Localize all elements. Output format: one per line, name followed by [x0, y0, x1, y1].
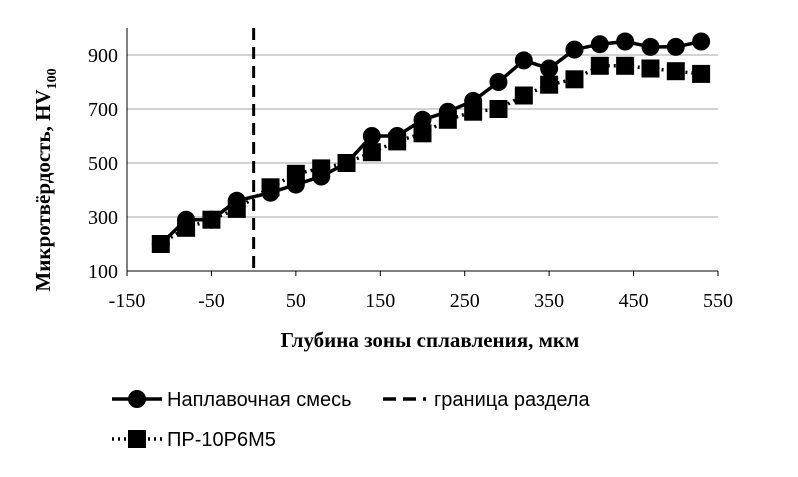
data-point-series-1 [692, 32, 711, 51]
legend-label-boundary: граница раздела [434, 389, 590, 411]
y-tick-label: 900 [88, 45, 118, 67]
legend-label-series-2: ПР-10Р6М5 [167, 429, 276, 451]
data-point-series-2 [514, 86, 533, 105]
y-tick-label: 700 [88, 99, 118, 121]
data-point-series-1 [261, 183, 280, 202]
x-tick-label: -150 [109, 290, 146, 312]
data-point-series-2 [641, 59, 660, 78]
gridlines [127, 54, 718, 218]
data-point-series-1 [151, 235, 170, 253]
data-point-series-1 [666, 37, 685, 56]
data-point-series-1 [388, 127, 407, 145]
legend-item-boundary: граница раздела [383, 389, 590, 411]
data-point-series-1 [286, 175, 305, 194]
x-tick-label: 350 [534, 290, 564, 312]
y-axis-title-main: Микротвёрдость, HV [31, 89, 55, 291]
x-axis-title: Глубина зоны сплавления, мкм [281, 328, 580, 352]
data-point-series-2 [666, 62, 685, 81]
x-tick-label: -50 [198, 290, 225, 312]
x-tick-label: 50 [286, 290, 306, 312]
data-point-series-2 [692, 64, 711, 83]
axes [126, 28, 719, 276]
data-point-series-2 [565, 70, 584, 89]
data-point-series-2 [540, 75, 559, 94]
data-point-series-1 [337, 154, 356, 172]
series-line-2 [159, 64, 702, 246]
legend-marker-circle [128, 390, 146, 408]
data-point-series-1 [514, 51, 533, 70]
data-point-series-1 [641, 37, 660, 56]
series-layer [151, 32, 711, 253]
data-point-series-1 [565, 40, 584, 59]
legend-marker-square [128, 430, 146, 448]
data-point-series-1 [438, 102, 457, 121]
y-tick-label: 500 [88, 153, 118, 175]
data-point-series-1 [616, 32, 635, 51]
data-point-series-2 [362, 143, 381, 162]
data-point-series-1 [464, 91, 483, 110]
x-tick-label: 550 [703, 290, 733, 312]
y-axis-title-sub: 100 [45, 68, 60, 89]
data-point-series-1 [312, 167, 331, 186]
data-point-series-1 [177, 210, 196, 229]
data-point-series-1 [489, 73, 508, 91]
x-tick-label: 150 [365, 290, 395, 312]
data-point-series-1 [540, 59, 559, 78]
data-point-series-1 [362, 127, 381, 145]
data-point-series-1 [413, 110, 432, 129]
data-point-series-2 [590, 56, 609, 75]
y-axis-title: Микротвёрдость, HV100 [31, 68, 60, 291]
data-point-series-1 [202, 210, 221, 229]
y-axis-title-group: Микротвёрдость, HV100 [31, 68, 60, 291]
y-tick-label: 300 [88, 207, 118, 229]
data-point-series-1 [227, 191, 246, 210]
data-point-series-2 [489, 100, 508, 118]
y-tick-label: 100 [88, 261, 118, 283]
data-point-series-1 [590, 35, 609, 54]
x-tick-label: 450 [619, 290, 649, 312]
legend-item-series-1: Наплавочная смесь [112, 389, 352, 411]
data-point-series-2 [616, 56, 635, 75]
tick-labels: 100 300 500 700 900 -150 -50 50 150 250 350 450 550 [88, 45, 733, 312]
x-tick-label: 250 [450, 290, 480, 312]
legend-label-series-1: Наплавочная смесь [167, 389, 352, 411]
data-point-series-2 [413, 124, 432, 143]
legend-item-series-2: ПР-10Р6М5 [112, 429, 276, 451]
series-line-1 [159, 39, 702, 246]
legend: Наплавочная смесь граница раздела ПР-10Р… [112, 389, 590, 451]
